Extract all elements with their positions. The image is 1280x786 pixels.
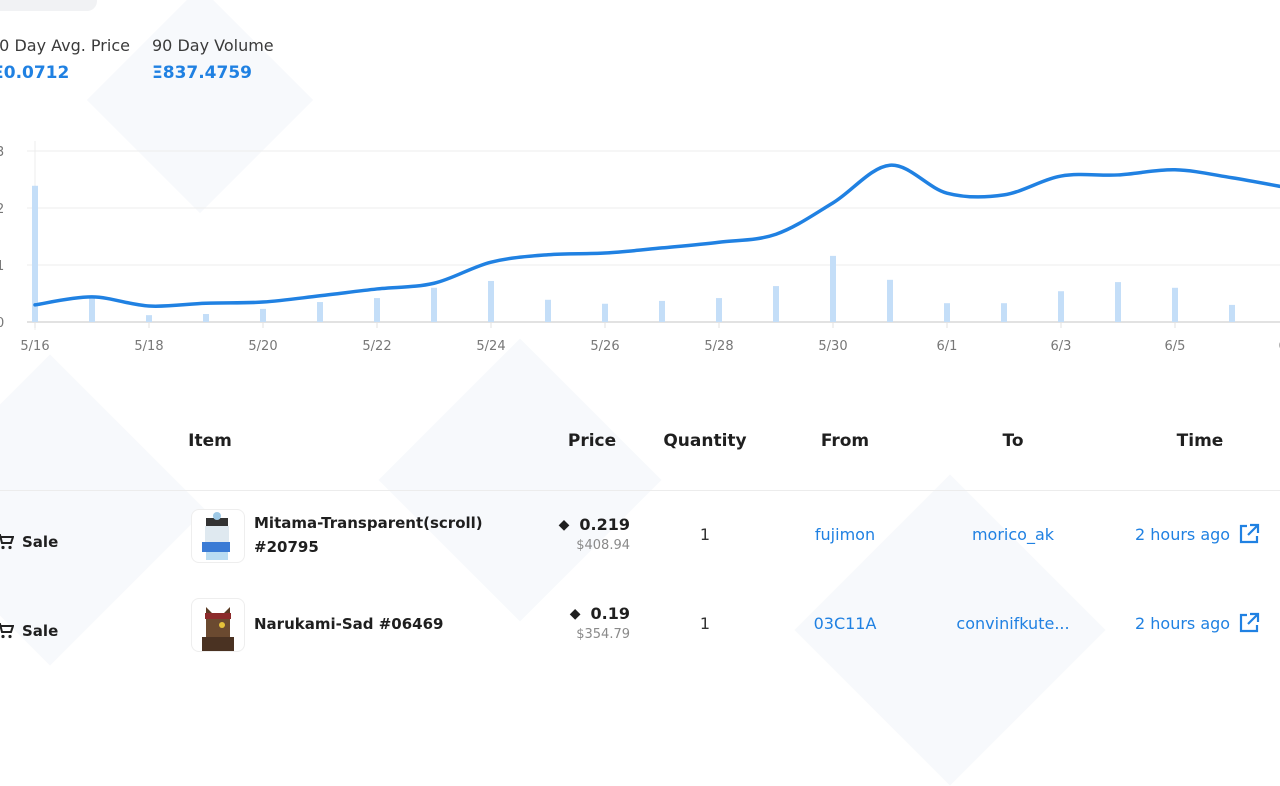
volume-bar xyxy=(1115,282,1121,322)
from-link[interactable]: 03C11A xyxy=(813,614,877,633)
price-line xyxy=(33,163,1280,308)
x-tick-label: 6/3 xyxy=(1051,339,1072,354)
to-link[interactable]: convinifkute... xyxy=(956,614,1070,633)
time-link[interactable]: 2 hours ago xyxy=(1135,523,1260,545)
volume-bar xyxy=(260,308,266,322)
x-tick-label: 5/16 xyxy=(20,339,49,354)
price-eth: 0.19 xyxy=(590,604,630,623)
x-tick-label: 6/5 xyxy=(1165,339,1186,354)
y-tick-label: 1 xyxy=(0,259,4,274)
price-cell: ◆ 0.219 $408.94 xyxy=(559,515,630,553)
volume-label: 90 Day Volume xyxy=(152,36,274,55)
eth-icon: ◆ xyxy=(569,605,581,622)
x-tick-label: 5/30 xyxy=(818,339,847,354)
event-label: Sale xyxy=(22,533,59,551)
header-price: Price xyxy=(567,431,617,451)
to-link[interactable]: morico_ak xyxy=(971,525,1055,544)
from-link[interactable]: fujimon xyxy=(814,525,876,544)
volume-bar xyxy=(89,296,95,322)
avg-price-label: 90 Day Avg. Price xyxy=(0,36,130,55)
volume-bar xyxy=(374,298,380,322)
item-thumbnail[interactable] xyxy=(191,509,245,563)
volume-bar xyxy=(1229,304,1235,322)
volume-bar xyxy=(545,299,551,322)
table-divider xyxy=(0,490,1280,491)
x-tick-label: 5/28 xyxy=(704,339,733,354)
volume-stat: 90 Day Volume Ξ837.4759 xyxy=(152,36,274,83)
external-link-icon[interactable] xyxy=(1238,523,1260,545)
price-usd: $408.94 xyxy=(576,538,630,553)
item-name[interactable]: Narukami-Sad #06469 xyxy=(254,615,444,633)
volume-bar xyxy=(887,279,893,322)
header-from: From xyxy=(820,431,870,451)
volume-bar xyxy=(1058,291,1064,322)
price-volume-chart: 0 1 2 3 5/16 5/18 5/20 5/22 5/24 5/26 5/28 5/30 6/1 6… xyxy=(0,141,1280,354)
event-type: Sale xyxy=(0,533,58,551)
volume-bar xyxy=(830,255,836,322)
volume-bar xyxy=(602,303,608,322)
y-tick-label: 2 xyxy=(0,202,4,217)
y-tick-label: 0 xyxy=(0,316,4,331)
time-link[interactable]: 2 hours ago xyxy=(1135,612,1260,634)
volume-bar xyxy=(32,185,38,322)
x-tick-label: 5/18 xyxy=(134,339,163,354)
header-time: Time xyxy=(1176,431,1224,451)
header-quantity: Quantity xyxy=(663,431,747,451)
header-item: Item xyxy=(188,431,232,451)
quantity: 1 xyxy=(699,614,711,633)
avg-price-value: Ξ0.0712 xyxy=(0,63,70,83)
x-tick-label: 5/24 xyxy=(476,339,505,354)
time-label: 2 hours ago xyxy=(1135,524,1231,544)
table-row[interactable]: Sale Narukami-Sad #06469 ◆ 0.19 $354.79 1… xyxy=(0,598,1280,678)
volume-bar xyxy=(659,300,665,322)
volume-bar xyxy=(203,314,209,322)
volume-bar xyxy=(773,286,779,322)
event-type: Sale xyxy=(0,622,58,640)
volume-bar xyxy=(1172,287,1178,322)
item-thumbnail[interactable] xyxy=(191,598,245,652)
filter-box[interactable] xyxy=(0,0,97,11)
volume-bar xyxy=(488,280,494,322)
x-tick-label: 5/26 xyxy=(590,339,619,354)
event-label: Sale xyxy=(22,622,59,640)
volume-bar xyxy=(317,302,323,322)
header-to: To xyxy=(1002,431,1024,451)
table-row[interactable]: Sale Mitama-Transparent(scroll) #20795 ◆… xyxy=(0,509,1280,589)
x-tick-label: 5/20 xyxy=(248,339,277,354)
time-label: 2 hours ago xyxy=(1135,613,1231,633)
volume-bar xyxy=(431,287,437,322)
item-name[interactable]: Mitama-Transparent(scroll) #20795 xyxy=(254,514,483,556)
eth-icon: ◆ xyxy=(558,516,570,533)
y-tick-label: 3 xyxy=(0,145,4,160)
cart-icon xyxy=(0,534,14,550)
volume-bar xyxy=(944,303,950,322)
x-tick-label: 6/1 xyxy=(937,339,958,354)
cart-icon xyxy=(0,623,14,639)
volume-bar xyxy=(716,298,722,322)
volume-bar xyxy=(1001,303,1007,322)
volume-value: Ξ837.4759 xyxy=(152,63,252,83)
price-cell: ◆ 0.19 $354.79 xyxy=(570,604,630,642)
external-link-icon[interactable] xyxy=(1238,612,1260,634)
avg-price-stat: 90 Day Avg. Price Ξ0.0712 xyxy=(0,36,130,83)
price-eth: 0.219 xyxy=(579,515,630,534)
x-tick-label: 5/22 xyxy=(362,339,391,354)
quantity: 1 xyxy=(699,525,711,544)
x-tick-label: 6/7 xyxy=(1279,339,1280,354)
volume-bar xyxy=(146,315,152,322)
price-usd: $354.79 xyxy=(576,627,630,642)
